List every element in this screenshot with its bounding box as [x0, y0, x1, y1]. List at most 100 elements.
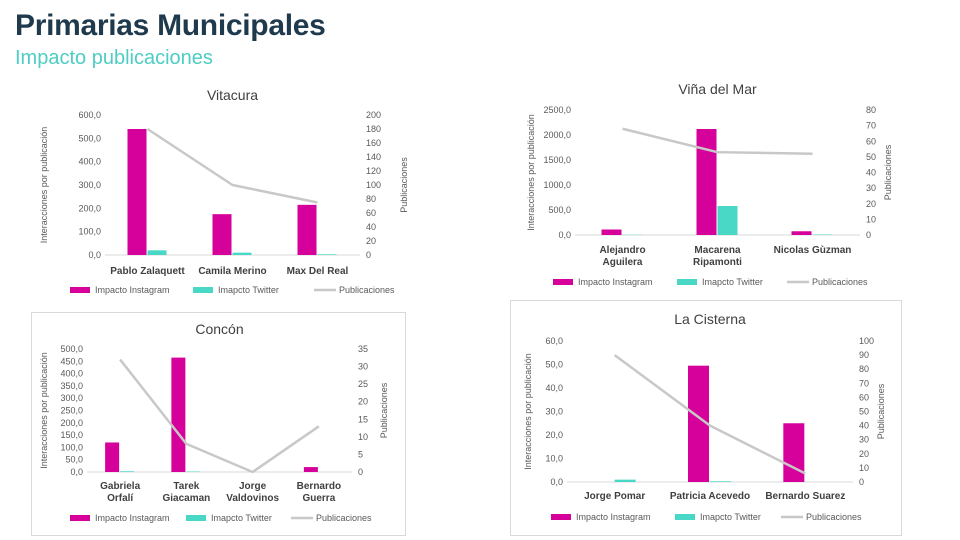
legend-swatch — [675, 514, 695, 520]
chart-vina-del-mar: Viña del Mar 0,0 500,0 1000,0 1500,0 2000,0 25… — [515, 73, 895, 298]
y2-tick-label: 10 — [866, 214, 876, 224]
bar-instagram — [297, 204, 317, 255]
legend-label: Publicaciones — [316, 513, 372, 523]
y-tick-label: 1000,0 — [543, 180, 571, 190]
bar-instagram — [783, 423, 805, 482]
y-tick-label: 0,0 — [550, 477, 563, 487]
y-tick-label: 60,0 — [545, 336, 563, 346]
y2-tick-label: 10 — [859, 463, 869, 473]
bar-instagram — [212, 214, 232, 255]
category-label-line: Camila Merino — [198, 266, 266, 277]
category-label-line: Valdovinos — [226, 493, 279, 504]
category-label-line: Giacaman — [162, 493, 210, 504]
legend-label: Impacto Instagram — [578, 277, 653, 287]
y-tick-label: 400,0 — [78, 157, 101, 167]
y-tick-label: 450,0 — [60, 356, 83, 366]
y2-tick-label: 20 — [366, 236, 376, 246]
y2-tick-label: 120 — [366, 166, 381, 176]
y-tick-label: 50,0 — [545, 360, 563, 370]
y2-tick-label: 20 — [866, 199, 876, 209]
y2-tick-label: 30 — [859, 435, 869, 445]
category-label-line: Nicolas Gùzman — [774, 245, 852, 256]
y-axis-label: Interacciones por publicación — [39, 352, 49, 469]
legend-swatch — [551, 514, 571, 520]
y2-axis-label: Publicaciones — [379, 382, 389, 438]
chart-title: Viña del Mar — [678, 81, 757, 97]
legend-swatch — [70, 515, 90, 521]
y2-tick-label: 90 — [859, 350, 869, 360]
bar-twitter — [120, 471, 135, 472]
category-label-line: Tarek — [173, 481, 199, 492]
bar-twitter — [317, 254, 337, 255]
category-label: Gabriela Orfalí — [100, 481, 140, 504]
y-tick-label: 0,0 — [558, 230, 571, 240]
bar-instagram — [127, 129, 147, 255]
category-label-line: Bernardo — [297, 481, 341, 492]
chart-concon: Concón 0,0 50,0 100,0 150,0 200,0 250,0 300,0 35… — [31, 312, 406, 536]
chart-la-cisterna: La Cisterna 0,0 10,0 20,0 30,0 40,0 50,0 60,0 0 1… — [510, 300, 902, 536]
y2-tick-label: 60 — [859, 392, 869, 402]
y2-tick-label: 0 — [866, 230, 871, 240]
category-label: Pablo Zalaquett — [110, 266, 185, 277]
category-label-line: Bernardo Suarez — [765, 491, 845, 502]
y2-tick-label: 40 — [859, 421, 869, 431]
legend-swatch — [193, 287, 213, 293]
category-label-line: Guerra — [302, 493, 335, 504]
legend-label: Imapcto Twitter — [218, 285, 279, 295]
y-axis-label: Interacciones por publicación — [523, 353, 533, 470]
chart-title: Concón — [195, 321, 243, 337]
y-tick-label: 300,0 — [60, 393, 83, 403]
legend-label: Imapcto Twitter — [702, 277, 763, 287]
y2-tick-label: 25 — [358, 379, 368, 389]
y2-tick-label: 40 — [366, 222, 376, 232]
y-tick-label: 0,0 — [70, 467, 83, 477]
y-tick-label: 10,0 — [545, 454, 563, 464]
y-tick-label: 500,0 — [548, 205, 571, 215]
y2-axis-label: Publicaciones — [876, 383, 886, 439]
y-axis-label: Interacciones por publicación — [39, 127, 49, 244]
y2-tick-label: 0 — [366, 250, 371, 260]
bar-twitter — [614, 479, 636, 482]
y-tick-label: 40,0 — [545, 383, 563, 393]
y2-tick-label: 70 — [859, 378, 869, 388]
category-label: Max Del Real — [287, 266, 349, 277]
chart-svg: Viña del Mar 0,0 500,0 1000,0 1500,0 2000,0 25… — [526, 81, 893, 287]
chart-title: Vitacura — [207, 87, 258, 103]
legend-swatch — [553, 279, 573, 285]
y2-tick-label: 20 — [358, 397, 368, 407]
chart-svg: Concón 0,0 50,0 100,0 150,0 200,0 250,0 300,0 35… — [39, 321, 389, 523]
category-label-line: Gabriela — [100, 481, 140, 492]
category-label-line: Ripamonti — [693, 257, 742, 268]
y2-tick-label: 100 — [859, 336, 874, 346]
y-tick-label: 100,0 — [78, 227, 101, 237]
legend-swatch — [70, 287, 90, 293]
legend-label: Publicaciones — [806, 512, 862, 522]
chart-title: La Cisterna — [674, 311, 746, 327]
category-label-line: Patricia Acevedo — [670, 491, 750, 502]
y-tick-label: 2500,0 — [543, 105, 571, 115]
chart-svg: Vitacura 0,0 100,0 200,0 300,0 400,0 500,0 600,… — [39, 87, 409, 295]
y2-tick-label: 50 — [866, 152, 876, 162]
y-tick-label: 200,0 — [78, 203, 101, 213]
category-label: Patricia Acevedo — [670, 491, 750, 502]
y2-tick-label: 50 — [859, 407, 869, 417]
legend-label: Imapcto Twitter — [700, 512, 761, 522]
category-label: Tarek Giacaman — [162, 481, 210, 504]
legend-swatch — [677, 279, 697, 285]
legend-label: Publicaciones — [339, 285, 395, 295]
line-publicaciones — [613, 354, 806, 475]
y2-tick-label: 180 — [366, 124, 381, 134]
legend-swatch — [186, 515, 206, 521]
y-tick-label: 250,0 — [60, 406, 83, 416]
y-tick-label: 350,0 — [60, 381, 83, 391]
bar-instagram — [791, 231, 812, 235]
bar-instagram — [696, 129, 717, 235]
category-label-line: Jorge Pomar — [584, 491, 645, 502]
y2-tick-label: 40 — [866, 168, 876, 178]
y-tick-label: 2000,0 — [543, 130, 571, 140]
y2-tick-label: 5 — [358, 449, 363, 459]
y-tick-label: 30,0 — [545, 407, 563, 417]
page-subtitle: Impacto publicaciones — [15, 47, 213, 69]
bar-instagram — [601, 229, 622, 235]
y-tick-label: 300,0 — [78, 180, 101, 190]
